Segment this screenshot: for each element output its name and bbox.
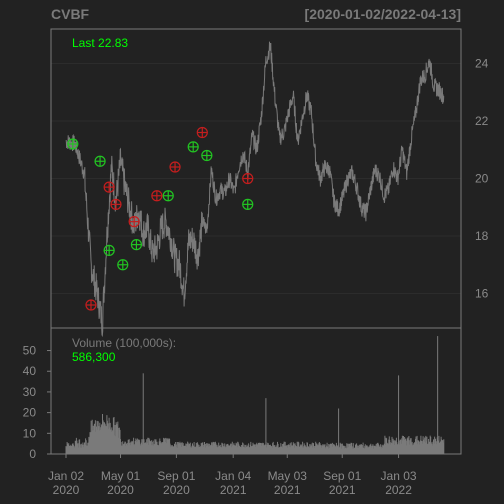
price-panel: Last 22.83 16 18 20 22 24: [50, 28, 489, 338]
date-tick-year: 2020: [163, 483, 190, 497]
date-tick-year: 2021: [329, 483, 356, 497]
buy-signal-marker: [130, 239, 143, 251]
date-tick-year: 2021: [274, 483, 301, 497]
volume-panel: Volume (100,000s): 586,300 0 10 20 30 40 50: [23, 327, 462, 461]
volume-bars: [65, 336, 445, 454]
date-tick-label: May 03: [268, 469, 308, 483]
volume-tick-label: 40: [23, 364, 37, 378]
volume-axis: 0 10 20 30 40 50: [23, 344, 51, 461]
sell-signal-marker: [151, 190, 163, 202]
sell-signal-marker: [110, 198, 122, 210]
price-tick-label: 16: [475, 287, 489, 301]
buy-signal-marker: [242, 198, 254, 210]
chart-date-range: [2020-01-02/2022-04-13]: [305, 6, 461, 22]
date-tick-label: Jan 03: [381, 469, 417, 483]
price-tick-label: 20: [475, 172, 489, 186]
sell-signal-marker: [169, 161, 181, 173]
volume-tick-label: 20: [23, 406, 37, 420]
volume-tick-label: 30: [23, 385, 37, 399]
date-tick-label: Jan 02: [48, 469, 84, 483]
volume-bar-series: [65, 414, 445, 454]
date-tick-label: Sep 01: [323, 469, 361, 483]
price-tick-label: 18: [475, 229, 489, 243]
sell-signal-marker: [242, 172, 254, 185]
trade-signals: [67, 126, 254, 311]
volume-tick-label: 50: [23, 344, 37, 358]
chart-symbol: CVBF: [51, 6, 90, 22]
date-tick-year: 2022: [385, 483, 412, 497]
buy-signal-marker: [201, 149, 213, 162]
buy-signal-marker: [67, 138, 79, 150]
buy-signal-marker: [103, 244, 115, 256]
date-tick-year: 2020: [53, 483, 80, 497]
date-tick-year: 2020: [107, 483, 134, 497]
buy-signal-marker: [187, 141, 199, 153]
sell-signal-marker: [196, 126, 208, 139]
volume-last-value: 586,300: [72, 350, 116, 364]
price-series-line: [65, 41, 445, 338]
sell-signal-marker: [85, 299, 97, 311]
sell-signal-marker: [128, 216, 140, 228]
sell-signal-marker: [103, 181, 115, 193]
volume-tick-label: 10: [23, 426, 37, 440]
price-tick-label: 22: [475, 114, 489, 128]
buy-signal-marker: [162, 190, 174, 202]
buy-signal-marker: [94, 155, 106, 167]
price-tick-label: 24: [475, 57, 489, 71]
date-tick-label: May 01: [101, 469, 141, 483]
last-price-label: Last 22.83: [72, 36, 128, 50]
price-gridlines: [51, 63, 461, 294]
date-tick-label: Sep 01: [157, 469, 195, 483]
volume-tick-label: 0: [29, 447, 36, 461]
date-tick-year: 2021: [220, 483, 247, 497]
date-tick-label: Jan 04: [215, 469, 251, 483]
price-axis: 16 18 20 22 24: [475, 57, 489, 301]
volume-label: Volume (100,000s):: [72, 336, 176, 350]
buy-signal-marker: [117, 259, 129, 271]
